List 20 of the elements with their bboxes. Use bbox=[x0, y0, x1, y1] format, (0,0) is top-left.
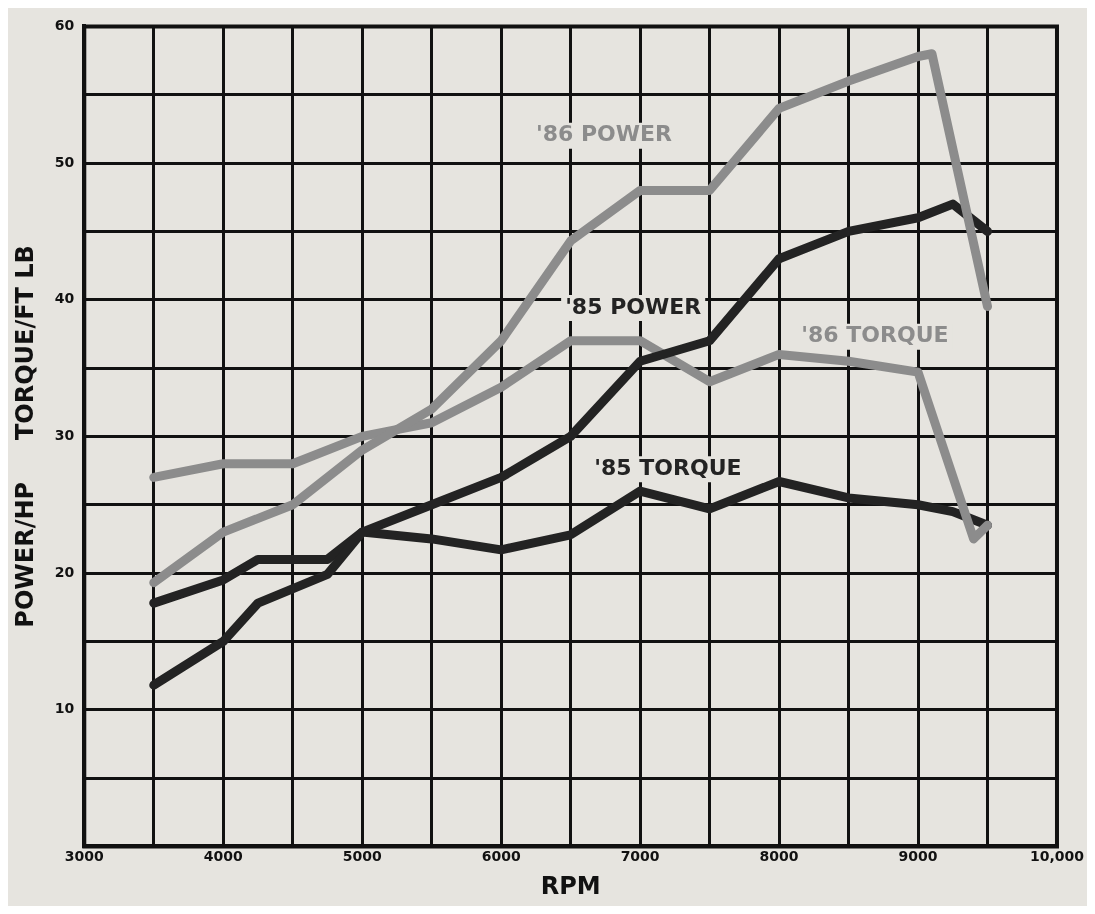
y-tick-label: 50 bbox=[54, 153, 75, 170]
y-tick-label: 40 bbox=[54, 290, 75, 307]
x-tick-label: 5000 bbox=[342, 848, 382, 865]
series-label: '85 TORQUE bbox=[594, 454, 742, 480]
y-axis-title: POWER/HP TORQUE/FT LB bbox=[10, 245, 39, 628]
x-tick-label: 4000 bbox=[203, 848, 243, 865]
x-tick-label: 10,000 bbox=[1029, 848, 1085, 865]
series-label: '86 TORQUE bbox=[801, 322, 949, 348]
y-tick-label: 20 bbox=[54, 563, 75, 580]
x-tick-label: 7000 bbox=[620, 848, 660, 865]
y-tick-label: 10 bbox=[54, 700, 75, 717]
series-label: '86 POWER bbox=[535, 121, 673, 147]
series-label: '85 POWER bbox=[565, 293, 702, 319]
y-tick-label: 60 bbox=[54, 17, 75, 34]
x-tick-label: 6000 bbox=[481, 848, 521, 865]
y-tick-label: 30 bbox=[54, 427, 75, 444]
x-tick-label: 9000 bbox=[898, 848, 938, 865]
x-tick-label: 3000 bbox=[64, 848, 105, 865]
x-axis-title: RPM bbox=[540, 871, 601, 900]
x-tick-label: 8000 bbox=[759, 848, 799, 865]
